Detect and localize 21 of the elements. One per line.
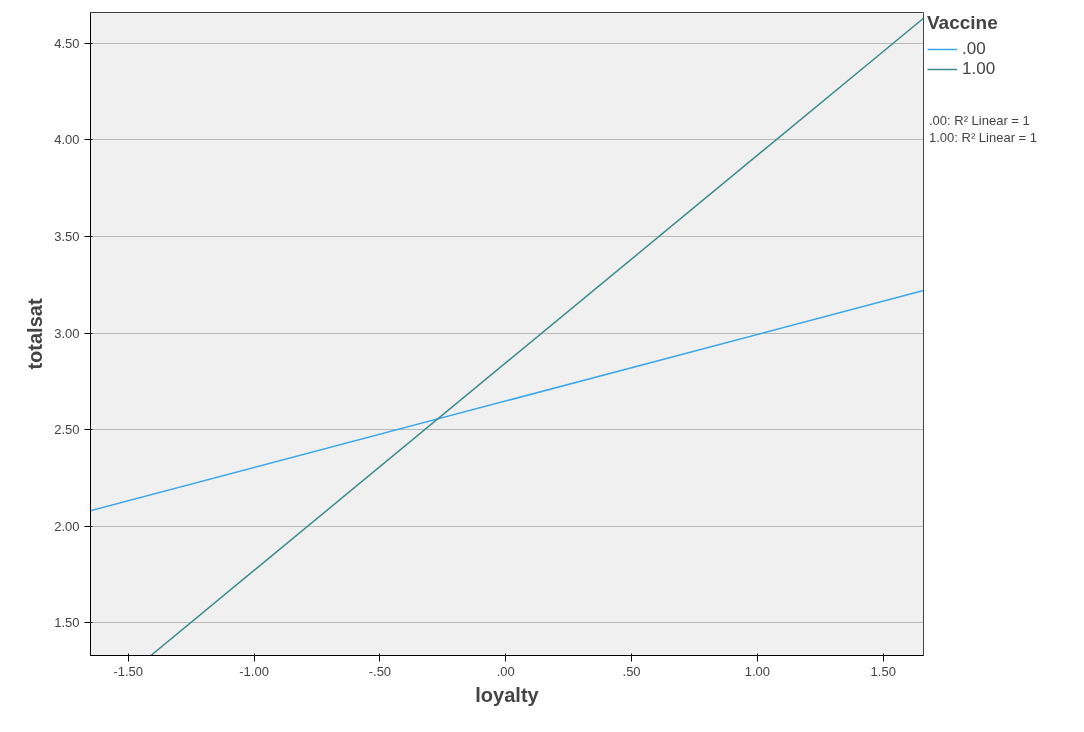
x-tick-label: -1.50 [113, 663, 144, 679]
y-tick-label: 3.00 [54, 325, 80, 341]
x-tick-label: .00 [496, 663, 515, 679]
legend-label: .00 [962, 39, 986, 59]
legend-title: Vaccine [927, 12, 998, 34]
text: 1.00: R² Linear = 1 [929, 130, 1038, 145]
y-axis-title: totalsat [24, 298, 47, 370]
y-tick-label: 1.50 [54, 615, 80, 631]
x-tick-label: -1.00 [239, 663, 269, 679]
y-tick-label: 2.50 [54, 422, 80, 438]
y-tick-label: 4.00 [54, 132, 80, 148]
text: .00: R² Linear = 1 [929, 112, 1030, 128]
x-tick-label: 1.50 [870, 663, 896, 679]
y-tick-label: 4.50 [54, 35, 80, 51]
y-tick-label: 3.50 [54, 228, 80, 244]
legend-label: 1.00 [962, 59, 996, 79]
x-tick-label: 1.00 [744, 663, 771, 679]
x-axis-title: loyalty [475, 683, 540, 706]
x-tick-label: -.50 [368, 663, 392, 679]
x-tick-label: .50 [622, 663, 641, 679]
y-tick-label: 2.00 [54, 518, 80, 534]
